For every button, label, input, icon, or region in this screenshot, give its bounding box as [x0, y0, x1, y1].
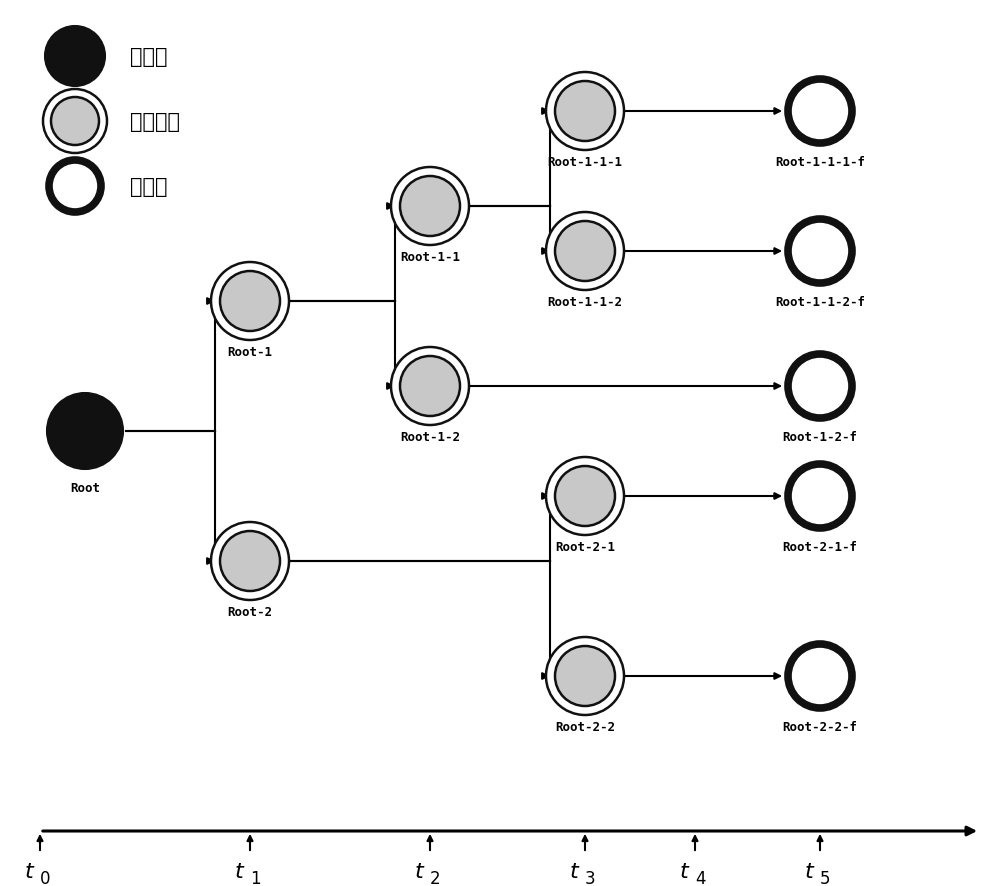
Circle shape: [546, 213, 624, 291]
Text: Root-1-2: Root-1-2: [400, 431, 460, 444]
Circle shape: [45, 27, 105, 87]
Circle shape: [391, 167, 469, 245]
Circle shape: [220, 272, 280, 331]
Circle shape: [400, 356, 460, 416]
Text: Root: Root: [70, 481, 100, 494]
Circle shape: [211, 523, 289, 601]
Circle shape: [400, 177, 460, 237]
Text: 0: 0: [40, 869, 50, 886]
Circle shape: [555, 466, 615, 526]
Circle shape: [391, 347, 469, 425]
Text: 终节点: 终节点: [130, 177, 168, 197]
Text: 3: 3: [585, 869, 596, 886]
Circle shape: [788, 80, 852, 144]
Circle shape: [43, 89, 107, 154]
Circle shape: [788, 354, 852, 418]
Text: Root-2-2-f: Root-2-2-f: [782, 720, 857, 734]
Circle shape: [51, 97, 99, 146]
Text: 4: 4: [695, 869, 706, 886]
Text: Root-2-1-f: Root-2-1-f: [782, 540, 857, 554]
Text: Root-2-1: Root-2-1: [555, 540, 615, 554]
Circle shape: [546, 73, 624, 151]
Circle shape: [211, 263, 289, 340]
Circle shape: [555, 82, 615, 142]
Text: Root-1-1-2-f: Root-1-1-2-f: [775, 296, 865, 308]
Text: 1: 1: [250, 869, 261, 886]
Circle shape: [220, 532, 280, 591]
Circle shape: [788, 644, 852, 708]
Text: Root-1-1-1-f: Root-1-1-1-f: [775, 156, 865, 169]
Text: $t$: $t$: [234, 861, 245, 881]
Circle shape: [555, 646, 615, 706]
Circle shape: [788, 464, 852, 528]
Text: 5: 5: [820, 869, 830, 886]
Text: $t$: $t$: [804, 861, 815, 881]
Circle shape: [49, 161, 101, 213]
Text: Root-2: Root-2: [228, 605, 272, 618]
Text: $t$: $t$: [679, 861, 690, 881]
Text: 2: 2: [430, 869, 441, 886]
Text: $t$: $t$: [569, 861, 580, 881]
Circle shape: [546, 637, 624, 715]
Text: 中间节点: 中间节点: [130, 112, 180, 132]
Text: Root-1-1-2: Root-1-1-2: [548, 296, 622, 308]
Text: Root-1-1: Root-1-1: [400, 251, 460, 264]
Text: Root-2-2: Root-2-2: [555, 720, 615, 734]
Circle shape: [788, 220, 852, 284]
Text: 根节点: 根节点: [130, 47, 168, 67]
Text: Root-1-1-1: Root-1-1-1: [548, 156, 622, 169]
Circle shape: [546, 457, 624, 535]
Text: Root-1: Root-1: [228, 346, 272, 359]
Circle shape: [47, 393, 123, 470]
Text: Root-1-2-f: Root-1-2-f: [782, 431, 857, 444]
Circle shape: [555, 222, 615, 282]
Text: $t$: $t$: [414, 861, 425, 881]
Text: $t$: $t$: [24, 861, 35, 881]
